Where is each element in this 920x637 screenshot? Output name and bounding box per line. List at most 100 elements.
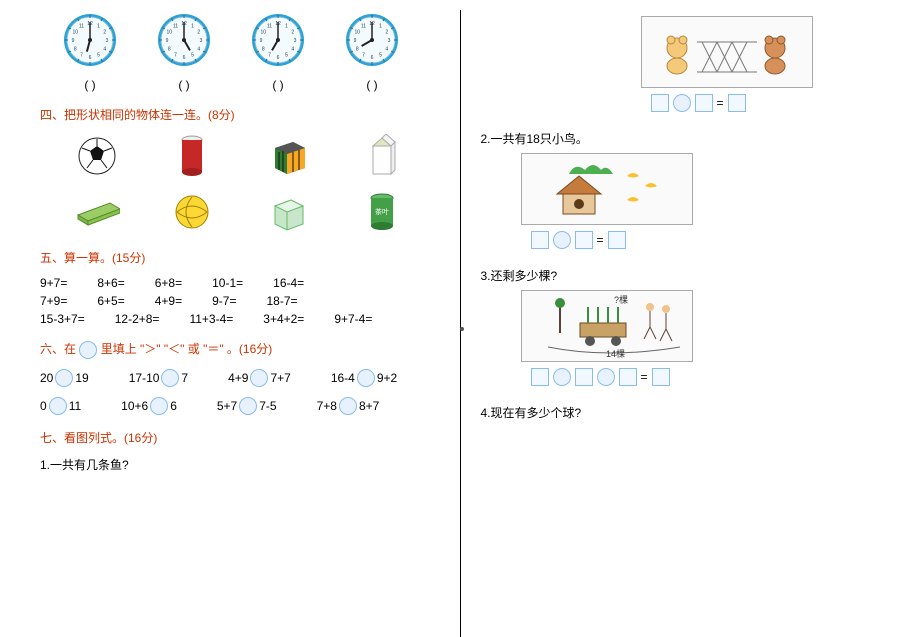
- equals-text: =: [597, 233, 604, 247]
- svg-text:5: 5: [191, 53, 194, 59]
- calc-item: 9+7=: [40, 276, 67, 290]
- soda-can-icon: [169, 133, 215, 179]
- circle-blank-icon: [79, 341, 97, 359]
- section7-title: 七、看图列式。(16分): [40, 429, 440, 446]
- right-column: = 2.一共有18只小鸟。 = 3.还剩多少棵?: [461, 10, 901, 627]
- calc-item: 16-4=: [273, 276, 304, 290]
- svg-text:9: 9: [166, 38, 169, 44]
- svg-text:3: 3: [106, 38, 109, 44]
- compare-right: 6: [170, 399, 177, 413]
- green-cube-icon: [264, 189, 310, 235]
- circle-blank-icon: [161, 369, 179, 387]
- svg-text:4: 4: [197, 47, 200, 53]
- svg-text:8: 8: [168, 47, 171, 53]
- calc-item: 11+3-4=: [189, 312, 233, 326]
- square-blank-icon: [695, 94, 713, 112]
- svg-text:9: 9: [354, 38, 357, 44]
- svg-text:4: 4: [385, 47, 388, 53]
- square-blank-icon: [575, 368, 593, 386]
- q2-equation: =: [531, 231, 881, 249]
- clock-blank: ( ): [154, 78, 214, 92]
- q3-bottom-label: 14棵: [606, 348, 625, 359]
- q3-top-label: ?棵: [614, 294, 628, 305]
- svg-text:5: 5: [379, 53, 382, 59]
- square-blank-icon: [608, 231, 626, 249]
- volleyball-icon: [169, 189, 215, 235]
- compare-item: 4+97+7: [228, 369, 291, 387]
- svg-text:3: 3: [200, 38, 203, 44]
- compare-row: 20 19 17-107 4+97+7 16-4 9+2: [40, 369, 440, 387]
- q2-text: 2.一共有18只小鸟。: [481, 130, 881, 147]
- svg-text:3: 3: [388, 38, 391, 44]
- compare-row: 01110+665+77-57+88+7: [40, 397, 440, 415]
- circle-blank-icon: [150, 397, 168, 415]
- square-blank-icon: [652, 368, 670, 386]
- calc-item: 18-7=: [266, 294, 297, 308]
- circle-blank-icon: [55, 369, 73, 387]
- svg-text:6: 6: [277, 55, 280, 61]
- compare-item: 10+66: [121, 397, 177, 415]
- section4-row1: [40, 133, 440, 179]
- square-blank-icon: [728, 94, 746, 112]
- calc-row: 15-3+7= 12-2+8= 11+3-4= 3+4+2= 9+7-4=: [40, 312, 440, 326]
- svg-text:10: 10: [72, 30, 78, 36]
- svg-text:9: 9: [260, 38, 263, 44]
- section4-title: 四、把形状相同的物体连一连。(8分): [40, 106, 440, 123]
- svg-text:1: 1: [191, 23, 194, 29]
- circle-blank-icon: [357, 369, 375, 387]
- circle-blank-icon: [49, 397, 67, 415]
- svg-text:11: 11: [79, 23, 84, 29]
- equals-text: =: [641, 370, 648, 384]
- compare-right: 19: [75, 371, 88, 385]
- compare-left: 20: [40, 371, 53, 385]
- soccer-ball-icon: [74, 133, 120, 179]
- compare-item: 011: [40, 397, 81, 415]
- svg-text:1: 1: [97, 23, 100, 29]
- rubiks-cube-icon: [264, 133, 310, 179]
- svg-text:1: 1: [285, 23, 288, 29]
- svg-text:4: 4: [103, 47, 106, 53]
- compare-right: 7: [181, 371, 188, 385]
- milk-carton-icon: [359, 133, 405, 179]
- q3-text: 3.还剩多少棵?: [481, 267, 881, 284]
- calc-row: 9+7= 8+6= 6+8= 10-1= 16-4=: [40, 276, 440, 290]
- compare-item: 17-107: [129, 369, 188, 387]
- svg-text:7: 7: [174, 53, 177, 59]
- tea-cylinder-icon: 茶叶: [359, 189, 405, 235]
- calc-row: 7+9= 6+5= 4+9= 9-7= 18-7=: [40, 294, 440, 308]
- trees-cart-figure: ?棵 14棵: [521, 290, 693, 362]
- compare-item: 7+88+7: [317, 397, 380, 415]
- money-wad-icon: [74, 189, 120, 235]
- svg-text:8: 8: [356, 47, 359, 53]
- circle-blank-icon: [553, 368, 571, 386]
- compare-rows: 201917-1074+97+716-49+201110+665+77-57+8…: [40, 369, 440, 415]
- section6-suffix: 里填上 "＞" "＜" 或 "＝" 。(16分): [101, 342, 273, 356]
- svg-text:茶叶: 茶叶: [375, 207, 389, 216]
- svg-text:6: 6: [183, 55, 186, 61]
- calc-item: 4+9=: [155, 294, 182, 308]
- svg-text:2: 2: [291, 30, 294, 36]
- birdhouse-figure: [521, 153, 693, 225]
- svg-text:9: 9: [72, 38, 75, 44]
- square-blank-icon: [575, 231, 593, 249]
- circle-blank-icon: [250, 369, 268, 387]
- clock-blank: ( ): [60, 78, 120, 92]
- calc-item: 8+6=: [97, 276, 124, 290]
- calc-item: 3+4+2=: [263, 312, 304, 326]
- compare-right: 9+2: [377, 371, 397, 385]
- svg-text:6: 6: [371, 55, 374, 61]
- svg-text:2: 2: [103, 30, 106, 36]
- circle-blank-icon: [673, 94, 691, 112]
- clock-icon: 121234567891011: [60, 10, 120, 70]
- compare-left: 16-4: [331, 371, 355, 385]
- compare-right: 7+7: [270, 371, 290, 385]
- svg-text:11: 11: [361, 23, 366, 29]
- q4-text: 4.现在有多少个球?: [481, 404, 881, 421]
- svg-text:7: 7: [362, 53, 365, 59]
- svg-text:3: 3: [294, 38, 297, 44]
- clock-paren-row: ( ) ( ) ( ) ( ): [40, 78, 440, 92]
- calc-rows: 9+7= 8+6= 6+8= 10-1= 16-4= 7+9= 6+5= 4+9…: [40, 276, 440, 326]
- bears-rack-figure: [641, 16, 813, 88]
- square-blank-icon: [619, 368, 637, 386]
- svg-text:11: 11: [173, 23, 178, 29]
